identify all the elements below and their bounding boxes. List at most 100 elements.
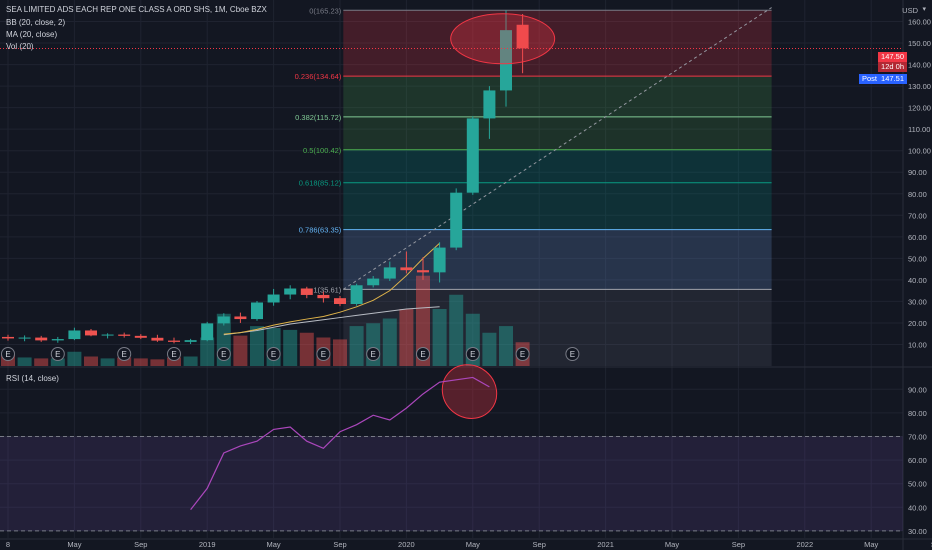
fib-zone bbox=[343, 289, 772, 366]
earnings-marker-circle bbox=[565, 347, 580, 361]
earnings-marker-label: E bbox=[122, 350, 127, 359]
rsi-axis-tick: 30.00 bbox=[908, 527, 927, 536]
post-market-label: Post bbox=[858, 74, 880, 84]
price-axis-tick: 10.00 bbox=[908, 340, 927, 349]
time-axis-tick: May bbox=[665, 540, 679, 549]
fib-level-label: 1(35.61) bbox=[313, 285, 341, 294]
earnings-marker-label: E bbox=[221, 350, 226, 359]
rsi-axis-tick: 80.00 bbox=[908, 409, 927, 418]
price-axis-tick: 70.00 bbox=[908, 211, 927, 220]
time-axis-tick: 2022 bbox=[796, 540, 813, 549]
earnings-marker[interactable]: E bbox=[316, 347, 331, 361]
price-axis-tick: 110.00 bbox=[908, 125, 930, 134]
volume-bar bbox=[382, 318, 397, 366]
earnings-marker[interactable]: E bbox=[416, 347, 430, 361]
earnings-marker-label: E bbox=[5, 350, 10, 359]
candle-body bbox=[383, 267, 396, 279]
earnings-marker-label: E bbox=[171, 350, 176, 359]
currency-dropdown-icon[interactable]: ▾ bbox=[922, 6, 926, 13]
vol-legend[interactable]: Vol (20) bbox=[6, 42, 34, 51]
candle-body bbox=[500, 30, 512, 91]
earnings-marker-circle bbox=[465, 347, 480, 361]
currency-label[interactable]: USD bbox=[902, 6, 918, 15]
volume-bar bbox=[349, 326, 364, 366]
fib-level-label: 0.786(63.35) bbox=[299, 226, 342, 235]
volume-bar bbox=[133, 358, 148, 366]
rsi-axis-tick: 50.00 bbox=[908, 480, 927, 489]
earnings-marker-circle bbox=[117, 347, 132, 361]
time-axis-tick: Sep bbox=[533, 540, 546, 549]
candle-body bbox=[234, 316, 247, 320]
earnings-marker[interactable]: E bbox=[117, 347, 132, 361]
fib-level-label: 0.618(85.12) bbox=[299, 179, 342, 188]
time-axis-tick: 2021 bbox=[597, 540, 614, 549]
fib-level-label: 0.5(100.42) bbox=[303, 146, 342, 155]
price-axis-tick: 100.00 bbox=[908, 147, 931, 156]
rsi-band bbox=[0, 436, 903, 531]
volume-bar bbox=[100, 358, 115, 366]
volume-bar bbox=[183, 356, 198, 366]
earnings-marker[interactable]: E bbox=[366, 347, 381, 361]
price-axis-tick: 60.00 bbox=[908, 233, 927, 242]
candle-body bbox=[334, 298, 346, 304]
earnings-marker-circle bbox=[366, 347, 381, 361]
fib-zone bbox=[343, 149, 772, 183]
fib-zone bbox=[343, 76, 772, 117]
earnings-marker[interactable]: E bbox=[565, 347, 580, 361]
earnings-marker[interactable]: E bbox=[515, 347, 530, 361]
rsi-legend[interactable]: RSI (14, close) bbox=[6, 374, 59, 383]
earnings-marker-label: E bbox=[520, 350, 525, 359]
symbol-title[interactable]: SEA LIMITED ADS EACH REP ONE CLASS A ORD… bbox=[6, 5, 267, 14]
volume-bar bbox=[167, 357, 181, 366]
earnings-marker-circle bbox=[1, 347, 15, 361]
rsi-highlight-ellipse bbox=[441, 364, 498, 419]
candle-body bbox=[251, 302, 263, 320]
volume-bar bbox=[67, 351, 82, 366]
time-axis-tick: May bbox=[267, 540, 281, 549]
bb-legend[interactable]: BB (20, close, 2) bbox=[6, 18, 66, 27]
volume-bar bbox=[449, 294, 464, 366]
price-axis-tick: 40.00 bbox=[908, 276, 927, 285]
earnings-marker[interactable]: E bbox=[167, 347, 181, 361]
ma-legend[interactable]: MA (20, close) bbox=[6, 30, 58, 39]
time-axis-tick: May bbox=[466, 540, 480, 549]
time-axis-tick: May bbox=[864, 540, 878, 549]
earnings-marker-circle bbox=[266, 347, 281, 361]
volume-bar bbox=[17, 357, 32, 366]
volume-bar bbox=[482, 332, 497, 366]
earnings-marker-label: E bbox=[321, 350, 326, 359]
time-axis-tick: Sep bbox=[732, 540, 745, 549]
volume-bar bbox=[333, 339, 347, 366]
volume-bar bbox=[50, 358, 65, 366]
candle-body bbox=[201, 323, 214, 341]
earnings-marker[interactable]: E bbox=[465, 347, 480, 361]
volume-bar bbox=[283, 329, 298, 366]
fib-zone bbox=[343, 116, 772, 150]
volume-bar bbox=[416, 275, 430, 366]
earnings-marker[interactable]: E bbox=[216, 347, 231, 361]
price-axis-tick: 150.00 bbox=[908, 39, 931, 48]
price-axis-tick: 30.00 bbox=[908, 297, 927, 306]
time-axis-tick: May bbox=[67, 540, 81, 549]
time-axis-tick: 8 bbox=[6, 540, 10, 549]
price-axis-tick: 80.00 bbox=[908, 190, 927, 199]
candle-body bbox=[300, 288, 313, 295]
fib-trend-line bbox=[343, 7, 772, 290]
candle-body bbox=[151, 337, 164, 341]
price-axis-tick: 120.00 bbox=[908, 104, 931, 113]
earnings-marker-circle bbox=[515, 347, 530, 361]
earnings-marker-label: E bbox=[420, 350, 425, 359]
earnings-marker-circle bbox=[316, 347, 331, 361]
rsi-axis-tick: 70.00 bbox=[908, 432, 927, 441]
candle-body bbox=[433, 247, 446, 273]
earnings-marker[interactable]: E bbox=[1, 347, 15, 361]
candle-body bbox=[18, 337, 31, 339]
fib-level-label: 0.382(115.72) bbox=[295, 113, 342, 122]
candle-body bbox=[35, 337, 48, 341]
earnings-marker-label: E bbox=[271, 350, 276, 359]
earnings-marker[interactable]: E bbox=[266, 347, 281, 361]
price-axis-tick: 140.00 bbox=[908, 61, 931, 70]
candle-body bbox=[85, 330, 97, 336]
earnings-marker[interactable]: E bbox=[50, 347, 65, 361]
